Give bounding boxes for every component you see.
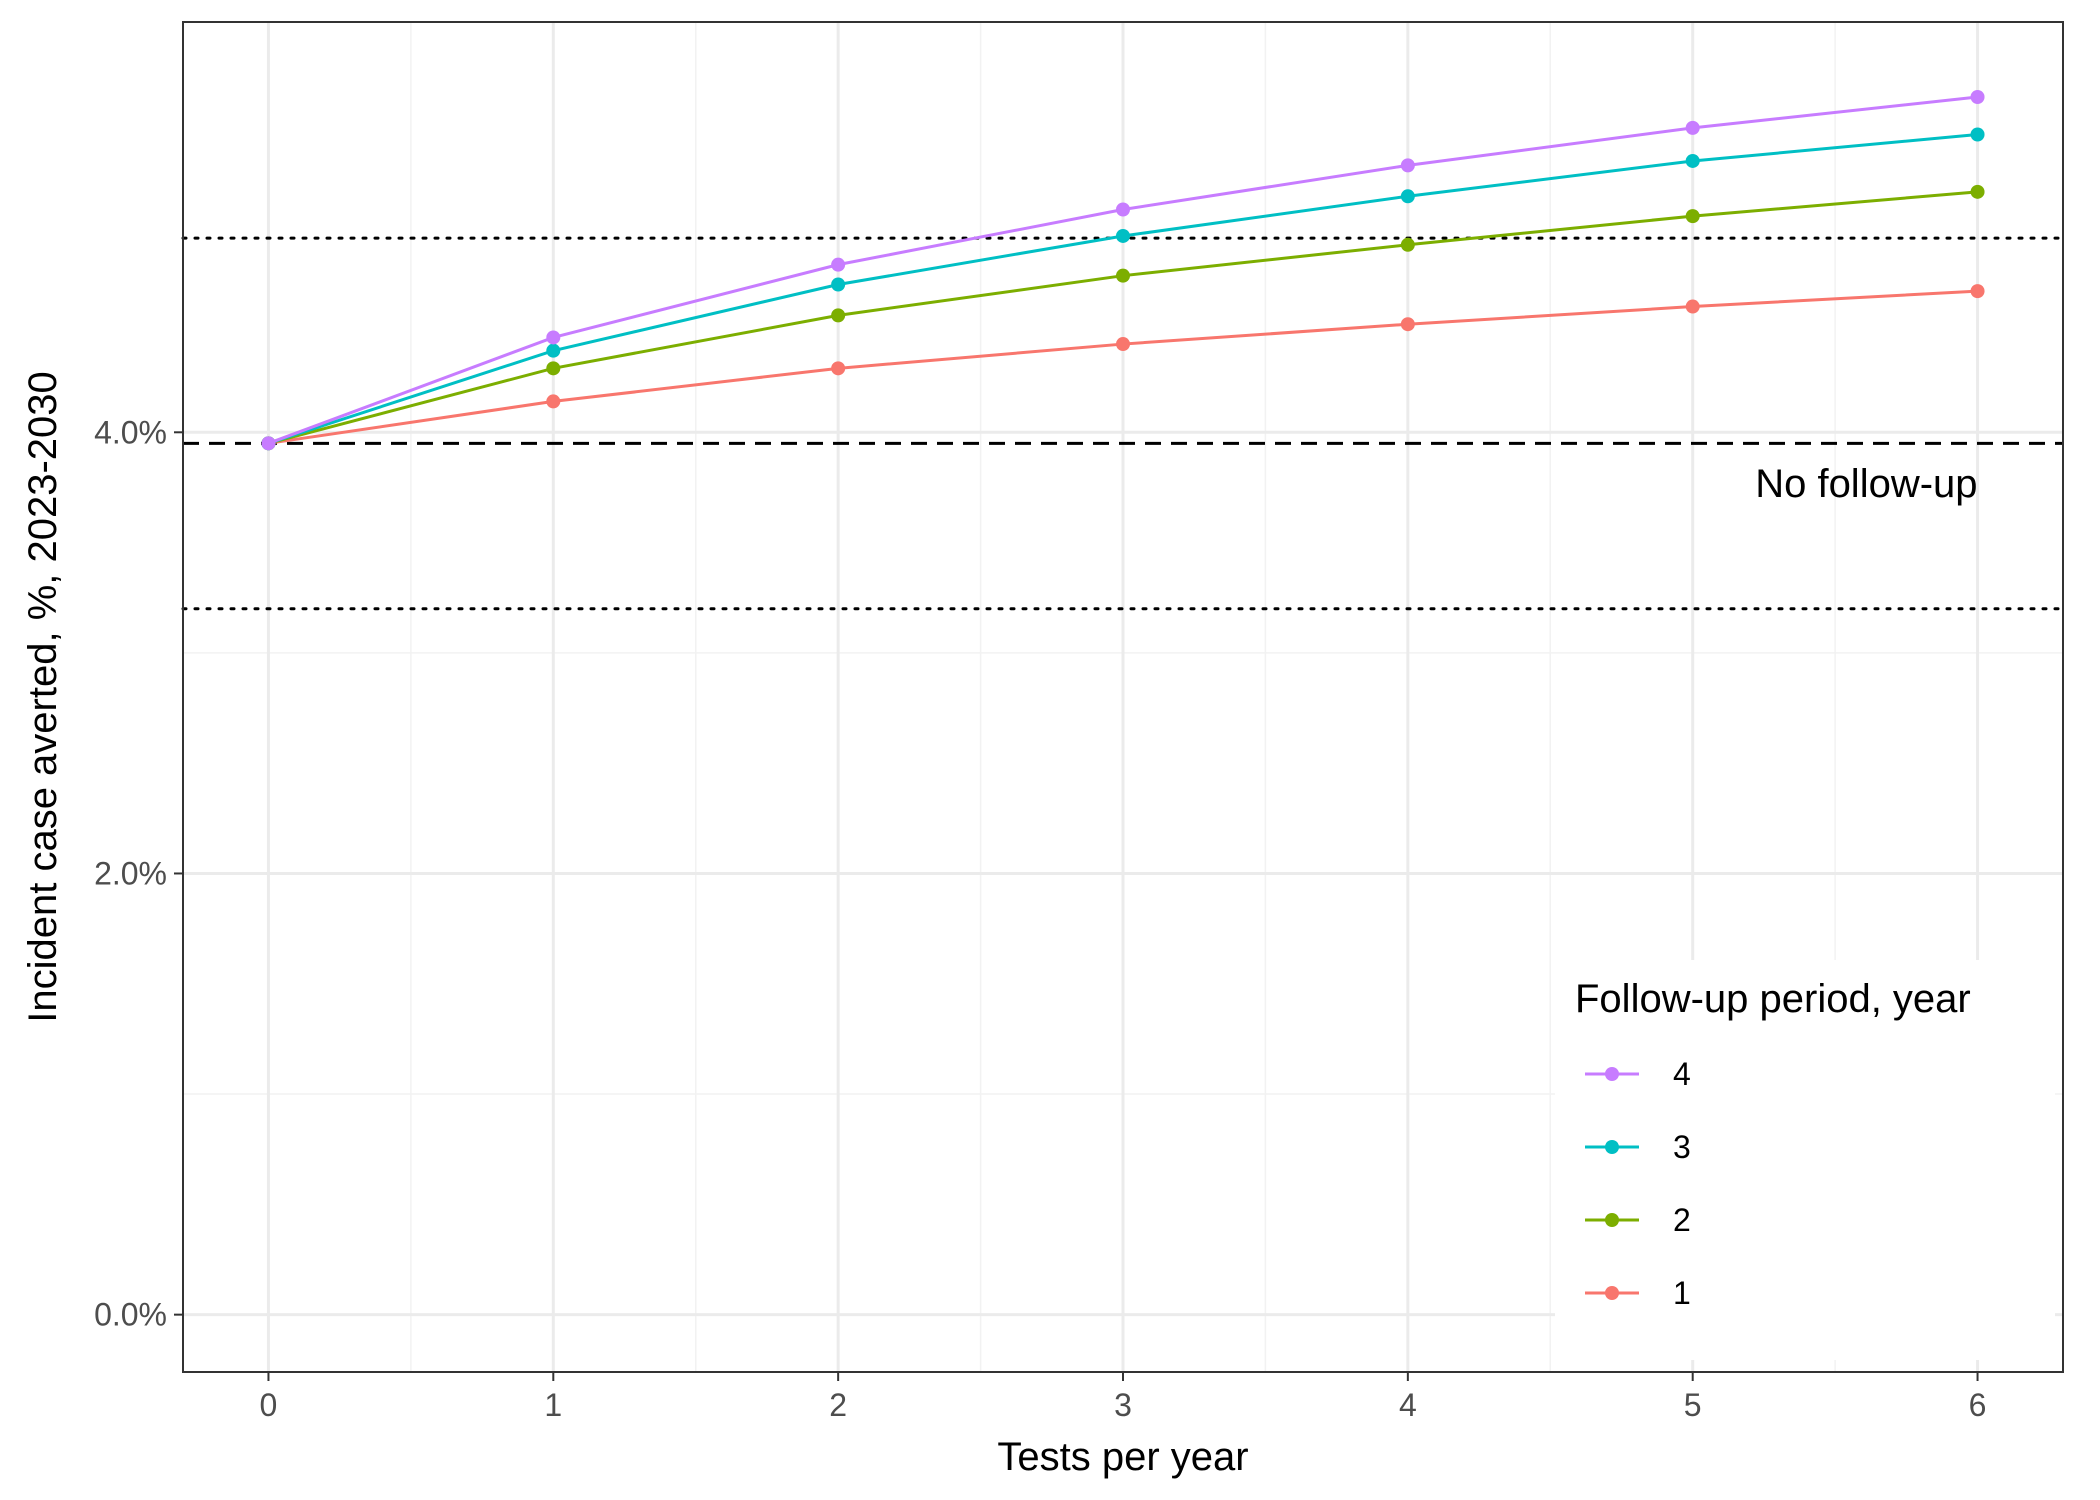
- data-point: [1970, 284, 1985, 299]
- data-point: [1116, 228, 1130, 243]
- y-axis: 0.0% 2.0% 4.0%: [94, 414, 183, 1333]
- data-point: [1116, 337, 1130, 352]
- data-point: [1685, 153, 1700, 168]
- legend-key-point: [1605, 1140, 1619, 1154]
- series-layer: [261, 90, 1985, 451]
- data-point: [1400, 237, 1415, 252]
- data-point: [1970, 127, 1985, 142]
- legend-key-point: [1605, 1286, 1619, 1300]
- x-tick-label: 5: [1684, 1387, 1702, 1423]
- data-point: [261, 436, 276, 451]
- data-point: [1685, 209, 1700, 224]
- legend-item-3: 3: [1585, 1129, 1691, 1165]
- x-tick-label: 3: [1114, 1387, 1132, 1423]
- data-point: [1116, 268, 1130, 283]
- legend-title: Follow-up period, year: [1575, 977, 1971, 1021]
- legend-item-1: 1: [1585, 1275, 1691, 1311]
- legend-label: 4: [1673, 1056, 1691, 1092]
- series-4: [261, 90, 1985, 451]
- legend-key-point: [1605, 1067, 1619, 1081]
- x-tick-label: 6: [1969, 1387, 1987, 1423]
- data-point: [546, 361, 561, 376]
- x-axis-title: Tests per year: [997, 1435, 1248, 1479]
- y-tick-label: 4.0%: [94, 414, 167, 450]
- data-point: [1400, 189, 1415, 204]
- legend-label: 2: [1673, 1202, 1691, 1238]
- data-point: [831, 257, 846, 272]
- data-point: [546, 330, 561, 345]
- data-point: [1400, 317, 1415, 332]
- x-tick-label: 4: [1399, 1387, 1417, 1423]
- legend-key-point: [1605, 1213, 1619, 1227]
- no-follow-up-annotation: No follow-up: [1755, 462, 1977, 506]
- x-tick-label: 0: [260, 1387, 278, 1423]
- legend: Follow-up period, year 4 3 2 1: [1555, 960, 2055, 1360]
- legend-items: 4 3 2 1: [1585, 1056, 1691, 1311]
- data-point: [1685, 299, 1700, 314]
- x-tick-label: 1: [544, 1387, 562, 1423]
- y-tick-label: 0.0%: [94, 1297, 167, 1333]
- data-point: [1685, 120, 1700, 135]
- legend-label: 1: [1673, 1275, 1691, 1311]
- data-point: [831, 308, 846, 323]
- y-axis-title: Incident case averted, %, 2023-2030: [21, 371, 65, 1023]
- y-tick-label: 2.0%: [94, 855, 167, 891]
- grid: [183, 22, 2063, 1372]
- data-point: [546, 394, 561, 409]
- data-point: [1970, 90, 1985, 104]
- legend-item-2: 2: [1585, 1202, 1691, 1238]
- legend-item-4: 4: [1585, 1056, 1691, 1092]
- x-axis: 0 1 2 3 4 5 6: [260, 1372, 1987, 1423]
- data-point: [1970, 184, 1985, 199]
- x-tick-label: 2: [829, 1387, 847, 1423]
- data-point: [1116, 202, 1130, 217]
- data-point: [831, 277, 846, 292]
- legend-label: 3: [1673, 1129, 1691, 1165]
- data-point: [1400, 158, 1415, 173]
- data-point: [831, 361, 846, 376]
- data-point: [546, 343, 561, 358]
